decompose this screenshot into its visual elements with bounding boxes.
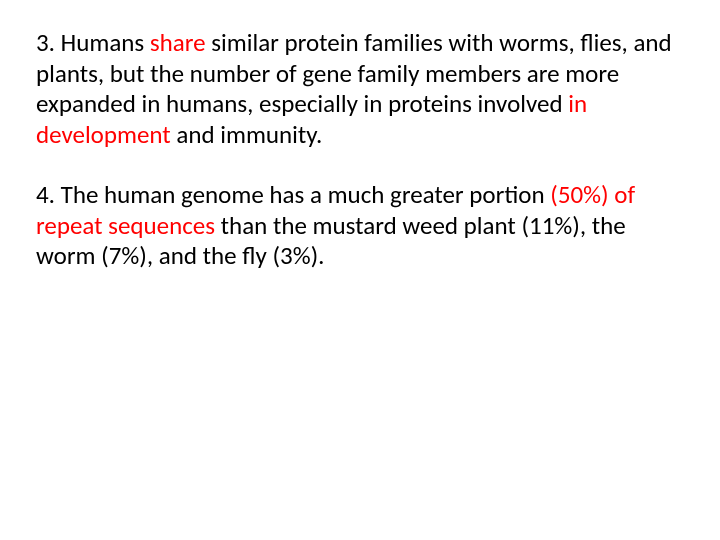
p3-highlight-share: share [144,27,211,58]
paragraph-4: 4. The human genome has a much greater p… [36,180,684,272]
p3-text-c: similar protein families [211,27,443,58]
paragraph-3: 3. Humans share similar protein families… [36,28,684,150]
p3-text-a: 3. Humans [36,27,144,58]
p4-text-a: 4. The human genome has a much greater p… [36,179,550,210]
p3-text-f: and immunity. [171,119,323,150]
